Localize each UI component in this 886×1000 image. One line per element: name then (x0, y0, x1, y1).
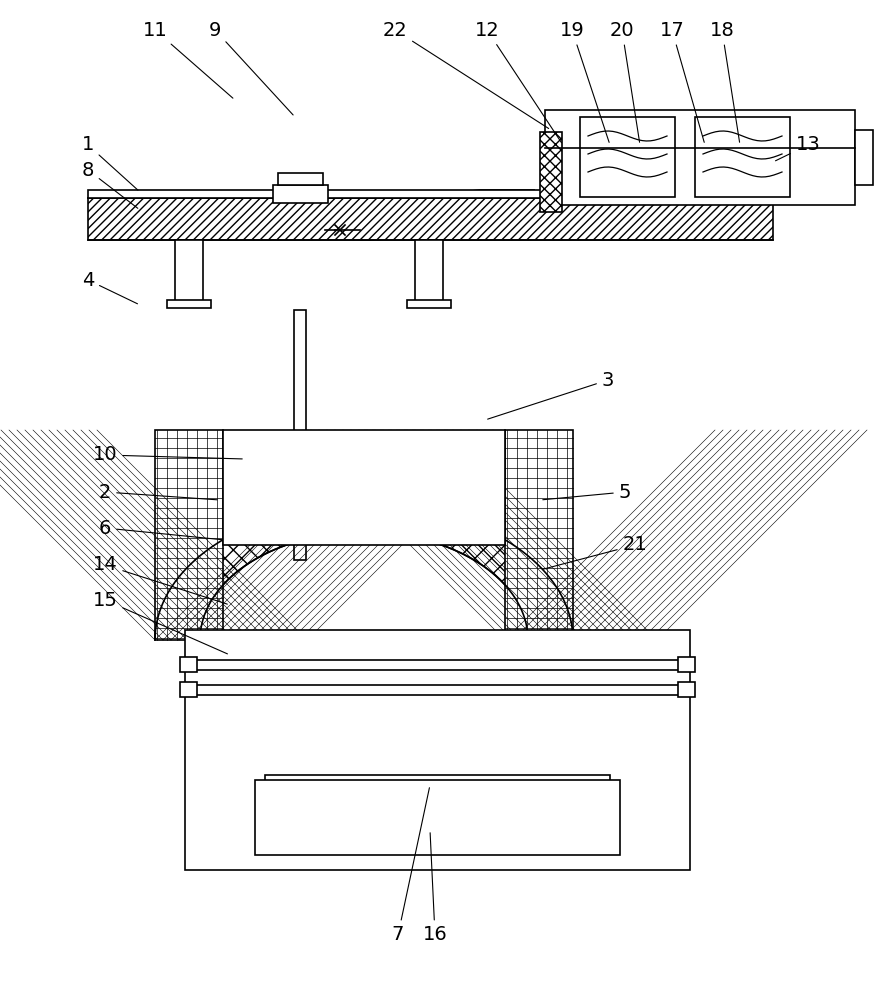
Text: 19: 19 (560, 20, 610, 142)
Bar (545, 110, 855, 205)
Text: 16: 16 (423, 833, 447, 944)
Bar (540, 132, 562, 212)
Text: 18: 18 (710, 20, 740, 142)
Text: 11: 11 (143, 20, 233, 98)
Bar (265, 775, 610, 785)
Bar (415, 240, 443, 305)
Bar (294, 470, 306, 560)
Bar (678, 657, 695, 672)
Bar (294, 310, 306, 470)
Bar (167, 300, 211, 308)
Text: 7: 7 (392, 788, 430, 944)
Bar (505, 430, 573, 640)
Bar (185, 630, 690, 870)
Text: 4: 4 (82, 270, 137, 304)
PathPatch shape (155, 504, 573, 640)
Text: 8: 8 (82, 160, 138, 208)
Text: 13: 13 (775, 135, 820, 161)
Bar (349, 746, 379, 771)
Text: 1: 1 (82, 135, 138, 190)
Bar (88, 190, 773, 198)
Bar (407, 300, 451, 308)
Bar (255, 780, 620, 855)
Bar (265, 452, 335, 470)
Text: 2: 2 (99, 483, 217, 502)
Bar (855, 130, 873, 185)
Bar (292, 470, 308, 482)
Text: 9: 9 (209, 20, 293, 115)
Bar (580, 117, 675, 197)
Bar (273, 185, 328, 203)
Bar (155, 430, 223, 640)
Bar (88, 198, 773, 240)
Text: 15: 15 (92, 590, 228, 654)
Text: 21: 21 (543, 536, 648, 569)
Bar (223, 430, 505, 545)
Text: 10: 10 (93, 446, 242, 464)
Bar (678, 682, 695, 697)
Bar (695, 117, 790, 197)
Bar (278, 173, 323, 185)
Bar (180, 657, 197, 672)
Text: 6: 6 (99, 518, 222, 540)
Text: 22: 22 (383, 20, 548, 129)
Text: 17: 17 (659, 20, 704, 142)
Bar (180, 682, 197, 697)
Bar (187, 685, 688, 695)
Text: 5: 5 (543, 483, 631, 502)
Text: 3: 3 (487, 370, 614, 419)
Text: 12: 12 (475, 20, 562, 143)
Text: 14: 14 (93, 556, 228, 604)
Text: 20: 20 (610, 20, 640, 142)
Bar (175, 240, 203, 305)
Bar (187, 660, 688, 670)
